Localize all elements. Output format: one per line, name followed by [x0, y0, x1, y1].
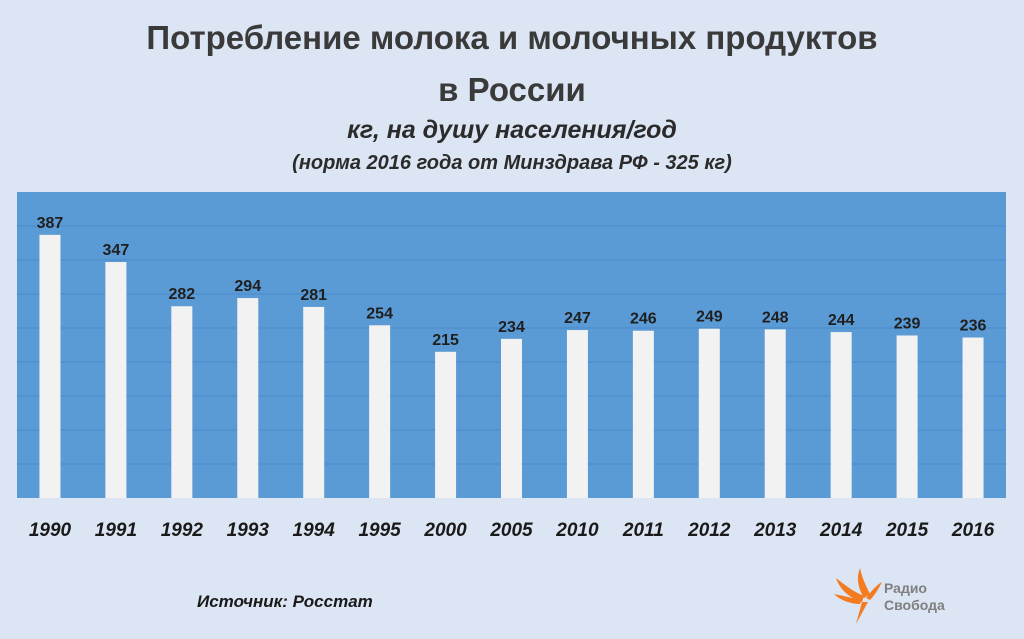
data-label-2005: 234 — [498, 319, 525, 336]
x-tick-1991: 1991 — [95, 520, 137, 541]
chart-title-line-1: Потребление молока и молочных продуктов — [146, 19, 878, 56]
x-tick-2012: 2012 — [687, 520, 731, 541]
bar-2016 — [962, 337, 984, 498]
bar-1990 — [39, 234, 61, 498]
bar-2013 — [764, 329, 786, 498]
data-label-1995: 254 — [366, 305, 393, 322]
x-tick-2013: 2013 — [753, 520, 797, 541]
bar-1994 — [303, 306, 325, 498]
x-tick-labels: 1990 1991 1992 1993 1994 1995 2000 2005 2010 2011… — [29, 520, 995, 541]
x-tick-1995: 1995 — [358, 520, 401, 541]
bar-2000 — [435, 351, 457, 498]
bar-1993 — [237, 298, 259, 498]
x-tick-2010: 2010 — [555, 520, 599, 541]
bar-1992 — [171, 306, 193, 498]
x-tick-2015: 2015 — [885, 520, 929, 541]
x-tick-1994: 1994 — [293, 520, 336, 541]
data-label-1993: 294 — [234, 278, 261, 295]
torch-icon — [834, 568, 882, 624]
data-label-2011: 246 — [630, 311, 657, 328]
bar-2005 — [501, 338, 522, 498]
data-label-2016: 236 — [960, 318, 987, 335]
x-tick-2011: 2011 — [622, 520, 664, 541]
data-label-2013: 248 — [762, 309, 789, 326]
data-labels: 387 347 282 294 281 254 215 234 247 246 249 248 244 2… — [37, 215, 987, 349]
data-label-2014: 244 — [828, 312, 855, 329]
bar-2012 — [698, 328, 720, 498]
radio-svoboda-logo: Радио Свобода — [832, 568, 982, 628]
data-label-1994: 281 — [300, 287, 327, 304]
x-tick-1990: 1990 — [29, 520, 72, 541]
x-tick-2014: 2014 — [819, 520, 863, 541]
bar-1991 — [105, 262, 127, 498]
chart-subtitle: кг, на душу населения/год — [347, 116, 677, 144]
x-tick-2016: 2016 — [951, 520, 995, 541]
data-label-1990: 387 — [37, 215, 64, 232]
data-label-1991: 347 — [103, 242, 130, 259]
bar-2011 — [632, 330, 654, 498]
x-tick-2005: 2005 — [489, 520, 533, 541]
bars — [39, 234, 984, 498]
logo-text-line-2: Свобода — [884, 597, 945, 613]
x-tick-1993: 1993 — [227, 520, 270, 541]
bar-2014 — [830, 332, 852, 498]
bar-1995 — [369, 325, 391, 498]
bar-2010 — [566, 330, 588, 498]
source-note: Источник: Росстат — [197, 592, 373, 611]
logo-text-line-1: Радио — [884, 580, 927, 596]
chart-title-line-2: в России — [438, 71, 586, 108]
data-label-2010: 247 — [564, 310, 591, 327]
x-tick-1992: 1992 — [161, 520, 204, 541]
chart-note: (норма 2016 года от Минздрава РФ - 325 к… — [292, 152, 732, 174]
x-tick-2000: 2000 — [423, 520, 467, 541]
data-label-2015: 239 — [894, 315, 921, 332]
bar-2015 — [896, 335, 918, 498]
data-label-2000: 215 — [432, 332, 459, 349]
data-label-2012: 249 — [696, 309, 723, 326]
data-label-1992: 282 — [168, 286, 195, 303]
